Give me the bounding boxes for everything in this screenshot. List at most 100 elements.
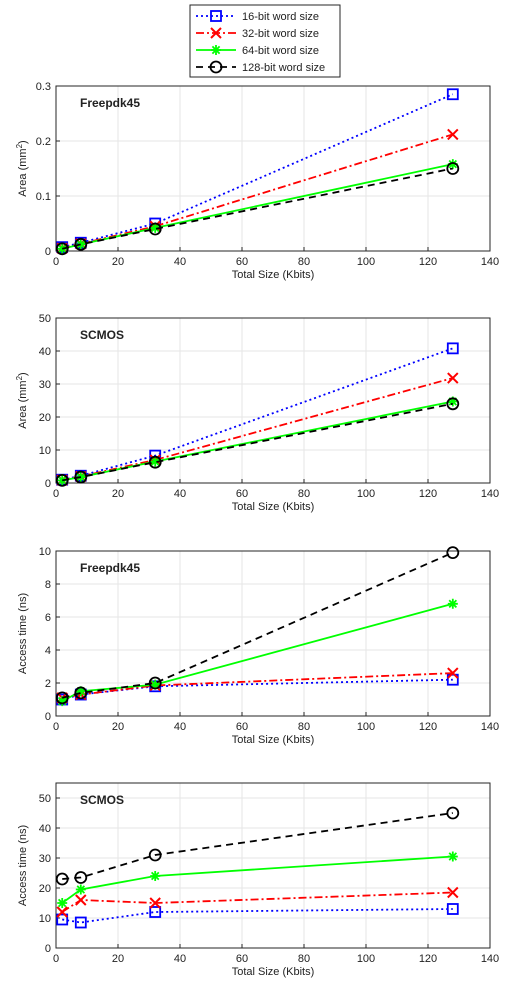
y-tick-label: 2 [45,678,51,690]
data-point-marker [446,673,459,686]
series-line-2 [62,672,453,699]
panel-annotation: SCMOS [80,793,124,807]
series-line-2 [61,133,454,250]
series-line-1 [61,93,454,249]
series-line-1 [62,908,453,924]
legend-label-3: 64-bit word size [242,45,319,57]
x-tick-label: 60 [236,488,248,500]
data-point-marker [56,906,68,918]
legend: 16-bit word size 32-bit word size 64-bit w… [189,4,341,78]
series-line-3 [61,163,453,250]
y-tick-label: 0.2 [36,136,51,148]
data-point-marker [446,88,459,101]
data-point-marker [75,884,86,895]
series-line-3 [61,855,453,904]
x-tick-label: 120 [419,953,437,965]
legend-label-2: 32-bit word size [242,28,319,40]
y-tick-label: 10 [39,445,51,457]
data-point-marker [149,906,162,918]
data-point-marker [74,470,88,484]
series-line-4 [61,167,453,250]
x-tick-label: 80 [298,721,310,733]
legend-marker-2 [210,27,222,39]
legend-label-4: 128-bit word size [242,62,325,74]
y-tick-label: 0 [45,943,51,955]
chart-panel-1: 0 20 40 60 80 100 120 140 0 0.1 0.2 0.3 Total Size (… [15,81,499,281]
y-tick-label: 10 [39,913,51,925]
x-tick-label: 60 [236,256,248,268]
legend-marker-3 [211,45,221,55]
x-tick-label: 100 [357,256,375,268]
x-axis-label: Total Size (Kbits) [232,269,315,281]
x-tick-label: 120 [419,488,437,500]
y-tick-label: 40 [39,346,51,358]
data-point-marker [55,473,69,487]
x-tick-label: 60 [236,953,248,965]
data-point-marker [447,372,459,384]
y-axis-label-main: Area (mm [17,380,29,428]
x-tick-label: 0 [53,721,59,733]
x-tick-label: 40 [174,953,186,965]
data-point-marker [447,886,459,899]
x-tick-label: 40 [174,488,186,500]
plot-frame [55,782,491,949]
data-point-marker [148,455,162,469]
x-tick-label: 80 [298,953,310,965]
y-tick-label: 50 [39,313,51,325]
series-line-4 [62,812,453,880]
y-tick-label: 0 [45,246,51,258]
data-point-marker [149,897,161,909]
x-tick-label: 120 [419,721,437,733]
x-tick-label: 100 [357,721,375,733]
chart-panel-3: 0 20 40 60 80 100 120 140 0 2 4 6 8 10 Total Size (Kbi… [17,546,499,746]
y-axis-label-end: ) [17,140,29,144]
y-axis-label-main: Access time (ns) [17,593,29,674]
legend-label-1: 16-bit word size [242,11,319,23]
data-point-marker [446,546,460,560]
x-tick-label: 100 [357,953,375,965]
series-line-3 [62,400,453,482]
y-tick-label: 6 [45,612,51,624]
data-point-marker [446,342,459,355]
y-axis-label: Access time (ns) [17,593,29,674]
data-point-marker [447,598,458,609]
series-line-4 [61,551,454,699]
data-point-marker [446,903,459,915]
y-tick-label: 30 [39,853,51,865]
panel-annotation: SCMOS [80,328,124,342]
x-tick-label: 20 [112,721,124,733]
data-point-marker [148,848,162,862]
y-tick-label: 0 [45,711,51,723]
data-point-marker [74,871,88,884]
data-point-marker [150,222,161,233]
y-axis-label: Access time (ns) [17,825,29,906]
data-point-marker [447,396,458,407]
data-point-marker [447,128,459,141]
y-tick-label: 10 [39,546,51,558]
data-point-marker [447,851,458,862]
y-axis-label-sup: 2 [15,375,24,380]
plot-frame [55,85,491,252]
y-tick-label: 50 [39,793,51,805]
x-tick-label: 100 [357,488,375,500]
x-axis-label: Total Size (Kbits) [232,734,315,746]
data-point-marker [148,676,162,690]
plot-frame [55,550,491,717]
x-tick-label: 20 [112,256,124,268]
y-tick-label: 0 [45,478,51,490]
panel-annotation: Freepdk45 [80,96,140,110]
chart-panel-4: 0 20 40 60 80 100 120 140 0 10 20 30 40 50 Total Size … [17,782,499,978]
y-tick-label: 0.1 [36,191,51,203]
x-tick-label: 0 [53,953,59,965]
legend-marker-1 [210,10,222,22]
data-point-marker [75,894,87,906]
data-point-marker [55,242,69,256]
x-tick-label: 140 [481,953,499,965]
x-tick-label: 80 [298,488,310,500]
data-point-marker [150,456,161,467]
x-tick-label: 120 [419,256,437,268]
y-axis-label-end: ) [17,372,29,376]
y-tick-label: 20 [39,883,51,895]
x-tick-label: 20 [112,488,124,500]
